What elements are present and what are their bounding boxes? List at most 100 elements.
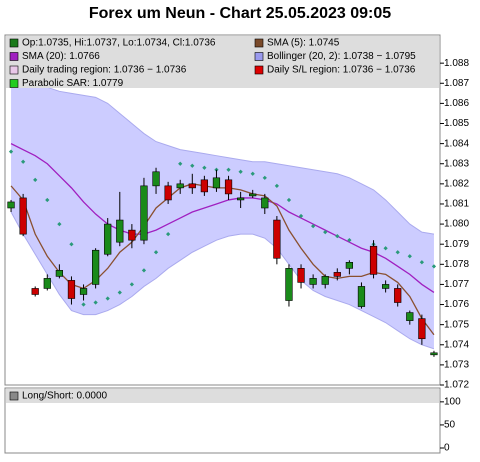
sar-dot bbox=[69, 242, 74, 247]
sar-dot bbox=[178, 161, 183, 166]
candle-body bbox=[176, 183, 184, 189]
sar-dot bbox=[383, 246, 388, 251]
sar-dot bbox=[8, 149, 14, 154]
candle-body bbox=[309, 278, 317, 285]
sar-dot bbox=[45, 197, 50, 203]
sar-dot bbox=[226, 167, 231, 172]
sar-dot bbox=[262, 175, 267, 180]
y-tick-label: 1.073 bbox=[444, 360, 469, 371]
y-tick-label: 50 bbox=[444, 420, 456, 431]
candle-body bbox=[79, 288, 88, 295]
candle-body bbox=[200, 179, 208, 193]
candle-body bbox=[224, 179, 233, 195]
candle-body bbox=[92, 249, 100, 285]
sar-dot bbox=[274, 183, 279, 188]
sar-dot bbox=[311, 223, 316, 229]
sar-dot bbox=[286, 197, 292, 203]
y-tick-label: 0 bbox=[444, 443, 450, 454]
y-tick-label: 1.079 bbox=[444, 239, 469, 250]
candle-body bbox=[321, 276, 329, 285]
sar-dot bbox=[129, 282, 134, 287]
candle-body bbox=[188, 183, 196, 189]
candle-body bbox=[273, 219, 281, 259]
candle-body bbox=[237, 197, 245, 201]
y-tick-label: 1.083 bbox=[444, 158, 469, 169]
legend-swatch bbox=[9, 391, 19, 401]
candle-body bbox=[357, 286, 366, 307]
candle-body bbox=[43, 278, 51, 289]
candle-body bbox=[369, 245, 378, 275]
legend-box bbox=[6, 36, 439, 88]
legend-box bbox=[6, 389, 439, 403]
candle-body bbox=[164, 185, 172, 201]
sar-dot bbox=[431, 264, 437, 269]
y-tick-label: 1.074 bbox=[444, 339, 469, 350]
sar-dot bbox=[347, 238, 352, 243]
candle-body bbox=[55, 270, 63, 277]
chart-title: Forex um Neun - Chart 25.05.2023 09:05 bbox=[89, 5, 391, 22]
plot-area bbox=[7, 72, 438, 357]
candle-body bbox=[406, 312, 414, 321]
sar-dot bbox=[141, 268, 147, 273]
sar-dot bbox=[395, 250, 400, 255]
y-tick-label: 1.076 bbox=[444, 299, 469, 310]
sar-dot bbox=[335, 234, 340, 239]
sar-dot bbox=[190, 163, 195, 168]
legend-label: Op:1.0735, Hi:1.0737, Lo:1.0734, Cl:1.07… bbox=[22, 38, 216, 49]
sar-dot bbox=[419, 260, 424, 265]
y-tick-label: 1.080 bbox=[444, 219, 469, 230]
legend-swatch bbox=[254, 52, 264, 61]
legend-swatch bbox=[9, 79, 19, 88]
legend: Op:1.0735, Hi:1.0737, Lo:1.0734, Cl:1.07… bbox=[6, 36, 439, 89]
candle-body bbox=[19, 197, 27, 235]
candle-body bbox=[333, 272, 341, 277]
candle-body bbox=[140, 185, 148, 241]
y-tick-label: 1.084 bbox=[444, 138, 469, 149]
sar-dot bbox=[238, 169, 243, 174]
y-tick-label: 1.077 bbox=[444, 279, 469, 290]
y-tick-label: 1.081 bbox=[444, 199, 469, 210]
y-tick-label: 1.072 bbox=[444, 380, 469, 391]
candle-body bbox=[382, 284, 390, 289]
sma-line bbox=[10, 143, 435, 294]
legend-label: Bollinger (20, 2): 1.0738 − 1.0795 bbox=[267, 51, 416, 62]
candle-body bbox=[430, 352, 438, 356]
candle-body bbox=[7, 201, 15, 209]
legend-swatch bbox=[9, 52, 19, 61]
candle-body bbox=[297, 268, 305, 283]
y-tick-label: 1.087 bbox=[444, 78, 469, 89]
legend-label: Long/Short: 0.0000 bbox=[22, 391, 108, 402]
sar-dot bbox=[323, 230, 328, 235]
sar-dot bbox=[33, 177, 38, 182]
legend-label: SMA (5): 1.0745 bbox=[267, 38, 340, 49]
bollinger-lower bbox=[10, 211, 435, 350]
candle-body bbox=[345, 261, 353, 269]
sar-dot bbox=[21, 159, 26, 164]
sar-dot bbox=[250, 171, 255, 176]
sar-dot bbox=[153, 250, 159, 255]
y-tick-label: 1.075 bbox=[444, 319, 469, 330]
candle-body bbox=[394, 288, 402, 303]
legend-swatch bbox=[254, 38, 264, 48]
y-tick-label: 100 bbox=[444, 396, 461, 407]
y-tick-label: 1.082 bbox=[444, 178, 469, 189]
sar-dot bbox=[298, 213, 304, 219]
candle-body bbox=[418, 318, 426, 340]
sar-dot bbox=[202, 165, 207, 170]
legend-swatch bbox=[254, 65, 264, 75]
candle-body bbox=[116, 219, 124, 243]
y-tick-label: 1.088 bbox=[444, 58, 469, 69]
legend-label: Parabolic SAR: 1.0779 bbox=[22, 78, 124, 89]
legend-swatch bbox=[9, 38, 19, 48]
y-tick-label: 1.078 bbox=[444, 259, 469, 270]
legend-label: Daily trading region: 1.0736 − 1.0736 bbox=[22, 65, 187, 76]
candle-body bbox=[261, 197, 269, 209]
candle-body bbox=[31, 288, 39, 295]
legend-label: SMA (20): 1.0766 bbox=[22, 51, 100, 62]
candle-body bbox=[104, 223, 112, 255]
sar-dot bbox=[166, 232, 171, 237]
candle-body bbox=[249, 193, 257, 197]
candle-body bbox=[152, 171, 160, 187]
y-tick-label: 1.085 bbox=[444, 118, 469, 129]
